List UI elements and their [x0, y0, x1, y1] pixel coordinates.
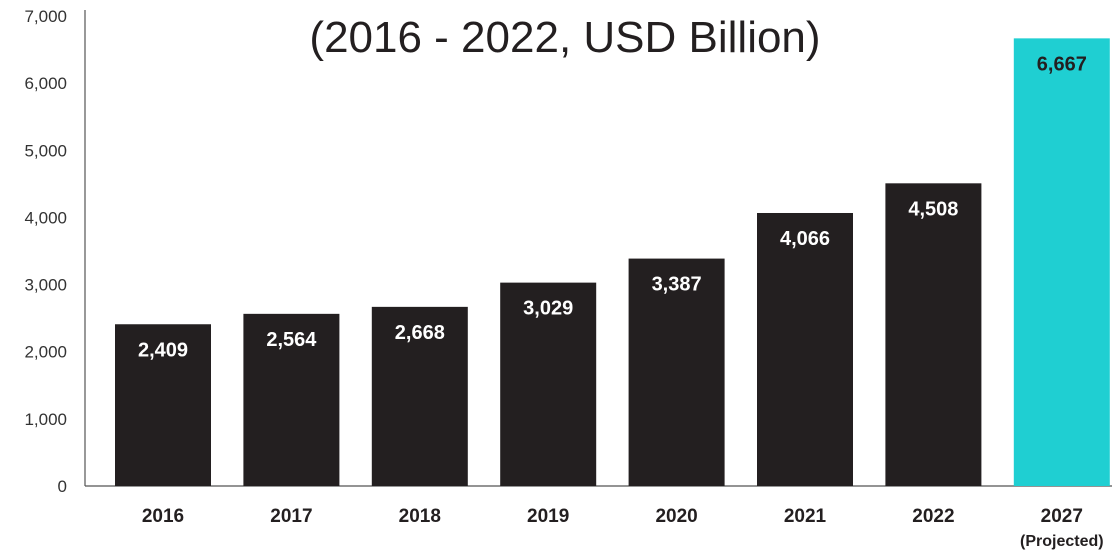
y-tick-label: 5,000 — [24, 141, 67, 160]
bar-projected — [1013, 38, 1110, 486]
bar — [243, 313, 340, 486]
data-label: 4,066 — [780, 228, 830, 250]
bar — [115, 324, 211, 486]
y-tick-label: 3,000 — [24, 276, 67, 295]
x-tick-label: 2021 — [784, 506, 827, 527]
y-tick-label: 7,000 — [24, 7, 67, 26]
bar — [757, 212, 853, 487]
bars — [115, 38, 1110, 487]
x-tick-sublabel: (Projected) — [1020, 533, 1104, 550]
data-labels: 2,409 2,564 2,668 3,029 3,387 4,066 4,508 6,667 — [138, 53, 1087, 361]
y-tick-label: 4,000 — [24, 208, 67, 227]
x-tick-label: 2017 — [270, 506, 312, 527]
y-tick-label: 6,000 — [24, 74, 67, 93]
bar — [500, 282, 597, 486]
y-axis: 0 1,000 2,000 3,000 4,000 5,000 6,000 7,000 — [24, 7, 86, 496]
data-label: 4,508 — [908, 198, 958, 220]
y-tick-label: 2,000 — [24, 343, 67, 362]
x-tick-label: 2016 — [142, 506, 184, 527]
x-tick-label: 2022 — [912, 506, 954, 527]
y-tick-label: 0 — [58, 477, 67, 496]
data-label: 2,409 — [138, 339, 188, 361]
x-tick-label: 2027 — [1041, 506, 1083, 527]
x-tick-label: 2020 — [655, 506, 697, 527]
bar — [628, 258, 725, 486]
x-axis: 2016 2017 2018 2019 2020 2021 2022 2027 (Project… — [85, 485, 1112, 550]
x-tick-label: 2019 — [527, 506, 569, 527]
x-tick-label: 2018 — [399, 506, 441, 527]
data-label: 3,029 — [523, 298, 573, 320]
bar — [371, 306, 468, 486]
data-label: 6,667 — [1037, 53, 1087, 75]
bar — [885, 183, 982, 486]
chart-title: (2016 - 2022, USD Billion) — [309, 13, 820, 62]
data-label: 2,564 — [266, 329, 317, 351]
y-tick-label: 1,000 — [24, 410, 67, 429]
data-label: 3,387 — [652, 274, 702, 296]
data-label: 2,668 — [395, 322, 445, 344]
